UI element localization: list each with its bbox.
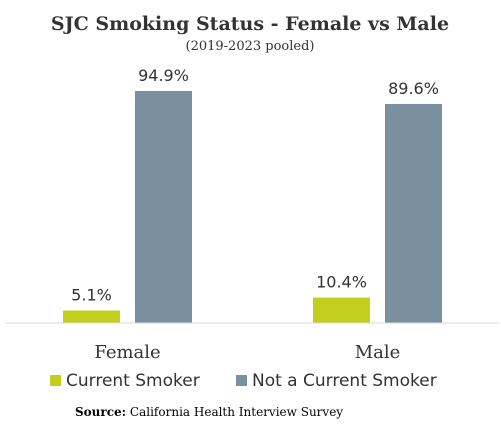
legend-swatch-not-current-smoker: [236, 375, 247, 386]
legend-label-current-smoker: Current Smoker: [66, 371, 200, 391]
legend: Current Smoker Not a Current Smoker: [50, 371, 437, 391]
bar-female-current-smoker: [63, 310, 120, 323]
bar-male-not-current-smoker: [385, 103, 442, 324]
legend-swatch-current-smoker: [50, 375, 61, 386]
bars-group: [63, 91, 442, 324]
data-label-female-current-smoker: 5.1%: [71, 286, 112, 305]
data-labels-group: 5.1% 10.4% 94.9% 89.6%: [71, 66, 439, 305]
source-text: California Health Interview Survey: [130, 405, 343, 419]
chart-title: SJC Smoking Status - Female vs Male: [51, 13, 449, 35]
data-label-female-not-current-smoker: 94.9%: [138, 66, 189, 85]
source-label: Source:: [75, 405, 126, 419]
category-label-female: Female: [94, 342, 160, 363]
data-label-male-not-current-smoker: 89.6%: [388, 79, 439, 98]
bar-female-not-current-smoker: [135, 91, 192, 323]
chart-subtitle: (2019-2023 pooled): [186, 39, 315, 54]
bar-male-current-smoker: [313, 297, 370, 323]
category-labels-group: Female Male: [94, 342, 400, 363]
data-label-male-current-smoker: 10.4%: [316, 273, 367, 292]
legend-label-not-current-smoker: Not a Current Smoker: [252, 371, 437, 391]
category-label-male: Male: [355, 342, 401, 363]
source-note: Source: California Health Interview Surv…: [75, 405, 343, 419]
